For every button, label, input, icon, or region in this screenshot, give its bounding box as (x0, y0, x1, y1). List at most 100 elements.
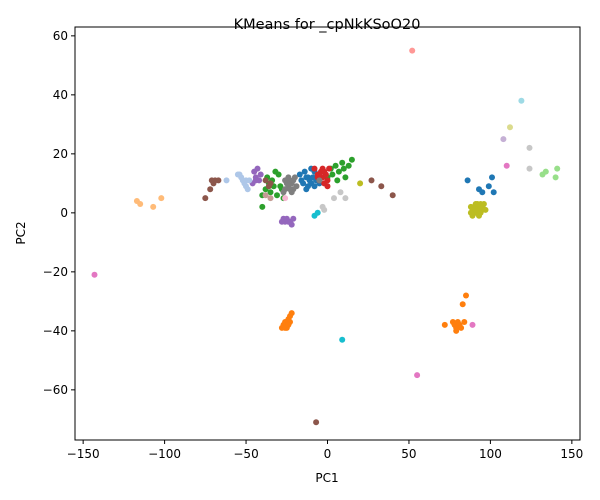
x-tick-label: −150 (67, 447, 100, 461)
data-point (272, 168, 279, 175)
data-point (296, 171, 303, 178)
data-point (463, 292, 469, 299)
plot-frame (74, 26, 581, 441)
data-point (311, 183, 318, 190)
data-point (368, 177, 375, 184)
cluster-9 (311, 209, 346, 343)
data-point (257, 171, 264, 178)
data-point (202, 195, 209, 202)
data-point (259, 203, 266, 210)
x-tick-label: 100 (479, 447, 502, 461)
data-point (277, 183, 284, 190)
cluster-19 (518, 97, 525, 104)
data-point (414, 372, 421, 379)
data-point (280, 215, 287, 222)
y-tick-label: 40 (53, 88, 68, 102)
cluster-16 (282, 195, 289, 202)
data-point (267, 195, 274, 202)
cluster-13 (409, 47, 416, 54)
axes-layer: −150 −100 −50 0 50 100 150 −60 −40 −20 0 20 40 60 (43, 29, 584, 461)
data-point (282, 195, 289, 202)
data-point (335, 168, 342, 175)
cluster-10 (223, 171, 253, 193)
cluster-11 (133, 195, 165, 210)
data-point (472, 206, 479, 213)
data-point (490, 189, 497, 196)
data-point (311, 165, 318, 172)
data-point (464, 177, 471, 184)
cluster-2 (259, 156, 355, 210)
data-point (301, 168, 308, 175)
cluster-15 (262, 192, 274, 202)
data-point (554, 165, 561, 172)
data-point (339, 159, 346, 166)
data-point (389, 192, 396, 199)
data-point (467, 209, 474, 216)
data-point (305, 174, 311, 181)
data-point (479, 189, 486, 196)
cluster-4 (249, 165, 297, 228)
x-tick-label: 150 (560, 447, 583, 461)
cluster-17 (319, 144, 533, 213)
data-point (290, 215, 297, 222)
data-point (441, 321, 448, 328)
y-tick-label: −40 (43, 324, 68, 338)
data-point (321, 168, 328, 175)
data-point (274, 192, 280, 199)
data-point (316, 171, 323, 178)
x-tick-label: −100 (148, 447, 181, 461)
data-point (458, 324, 465, 331)
cluster-1 (278, 292, 469, 334)
data-point (208, 177, 215, 184)
data-point (243, 177, 249, 184)
cluster-7 (280, 174, 323, 196)
data-point (332, 162, 339, 169)
data-point (329, 171, 336, 178)
cluster-5 (202, 177, 396, 426)
data-point (326, 165, 333, 172)
y-tick-label: 0 (60, 206, 68, 220)
data-point (500, 136, 507, 143)
data-point (288, 310, 295, 317)
data-point (282, 177, 289, 184)
cluster-18 (507, 124, 513, 131)
data-point (526, 165, 533, 172)
data-point (453, 324, 460, 331)
data-point (207, 186, 214, 193)
data-point (340, 165, 347, 172)
data-point (290, 177, 297, 184)
data-point (378, 183, 385, 190)
data-point (337, 189, 344, 196)
data-point (150, 203, 157, 210)
data-point (342, 195, 349, 202)
data-point (345, 162, 352, 169)
data-point (357, 180, 364, 187)
data-point (477, 201, 484, 207)
data-point (280, 189, 287, 196)
data-point (409, 47, 416, 54)
data-point (339, 336, 346, 343)
data-point (267, 180, 274, 187)
data-point (158, 195, 165, 202)
data-point (518, 97, 525, 104)
data-point (285, 321, 292, 328)
cluster-14 (500, 136, 507, 143)
x-axis-label: PC1 (315, 471, 338, 485)
data-point (267, 189, 274, 196)
data-point (331, 195, 337, 202)
data-point (469, 321, 476, 328)
data-point (288, 221, 295, 228)
data-point (459, 301, 466, 308)
data-point (526, 144, 533, 151)
data-point (262, 192, 269, 199)
data-point (262, 177, 269, 184)
data-point (236, 171, 243, 178)
y-tick-label: −20 (43, 265, 68, 279)
points-layer (91, 47, 561, 426)
data-point (303, 186, 310, 193)
y-axis-label: PC2 (14, 221, 28, 244)
data-point (137, 201, 144, 207)
cluster-8 (357, 180, 489, 219)
